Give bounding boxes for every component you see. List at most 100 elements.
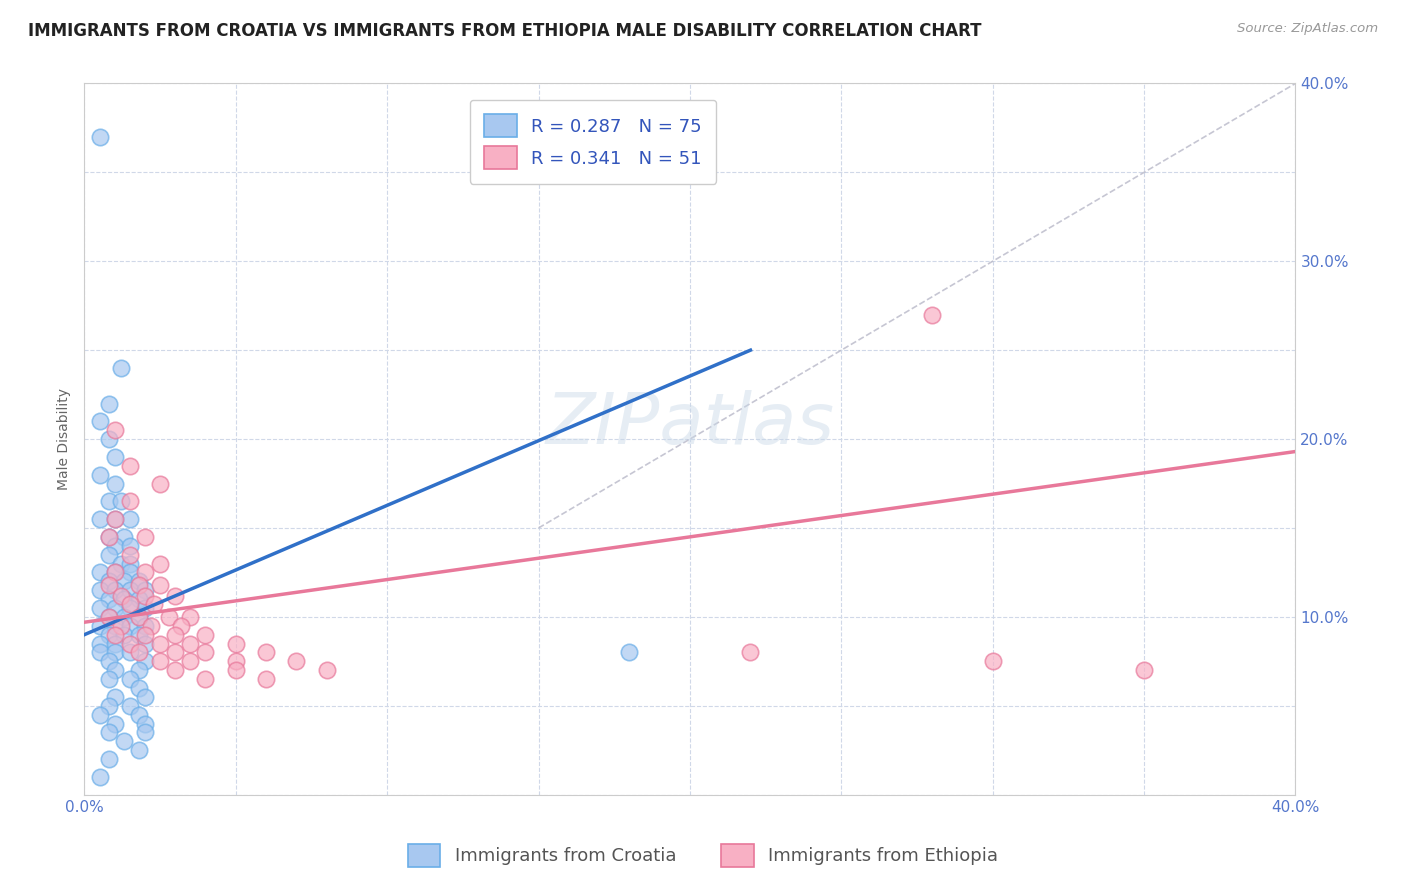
Point	[139, 619, 162, 633]
Point	[118, 698, 141, 713]
Point	[225, 663, 247, 677]
Point	[118, 583, 141, 598]
Point	[112, 734, 135, 748]
Point	[104, 539, 127, 553]
Point	[112, 530, 135, 544]
Point	[128, 610, 150, 624]
Point	[118, 636, 141, 650]
Point	[143, 598, 166, 612]
Point	[97, 578, 120, 592]
Point	[104, 716, 127, 731]
Point	[89, 467, 111, 482]
Point	[118, 539, 141, 553]
Point	[134, 628, 156, 642]
Point	[97, 432, 120, 446]
Point	[128, 574, 150, 589]
Point	[104, 636, 127, 650]
Point	[134, 690, 156, 704]
Point	[118, 566, 141, 580]
Point	[89, 129, 111, 144]
Point	[118, 645, 141, 659]
Point	[315, 663, 337, 677]
Point	[128, 743, 150, 757]
Point	[149, 654, 172, 668]
Point	[97, 530, 120, 544]
Point	[112, 592, 135, 607]
Point	[194, 672, 217, 686]
Text: Source: ZipAtlas.com: Source: ZipAtlas.com	[1237, 22, 1378, 36]
Point	[165, 628, 187, 642]
Point	[254, 672, 277, 686]
Point	[134, 589, 156, 603]
Point	[254, 645, 277, 659]
Point	[1133, 663, 1156, 677]
Point	[104, 601, 127, 615]
Point	[104, 690, 127, 704]
Point	[194, 645, 217, 659]
Point	[104, 566, 127, 580]
Point	[134, 619, 156, 633]
Legend: R = 0.287   N = 75, R = 0.341   N = 51: R = 0.287 N = 75, R = 0.341 N = 51	[470, 100, 716, 184]
Point	[134, 725, 156, 739]
Point	[97, 725, 120, 739]
Point	[134, 654, 156, 668]
Point	[89, 645, 111, 659]
Point	[981, 654, 1004, 668]
Point	[104, 663, 127, 677]
Point	[104, 512, 127, 526]
Point	[225, 636, 247, 650]
Point	[104, 645, 127, 659]
Point	[128, 578, 150, 592]
Point	[97, 628, 120, 642]
Point	[149, 557, 172, 571]
Point	[104, 566, 127, 580]
Point	[194, 628, 217, 642]
Point	[134, 601, 156, 615]
Point	[89, 770, 111, 784]
Point	[134, 583, 156, 598]
Point	[110, 589, 132, 603]
Point	[149, 476, 172, 491]
Point	[104, 476, 127, 491]
Point	[225, 654, 247, 668]
Point	[134, 530, 156, 544]
Point	[104, 583, 127, 598]
Point	[97, 698, 120, 713]
Point	[118, 458, 141, 473]
Point	[104, 450, 127, 464]
Point	[165, 645, 187, 659]
Point	[97, 396, 120, 410]
Point	[128, 681, 150, 695]
Point	[128, 610, 150, 624]
Point	[89, 619, 111, 633]
Point	[97, 610, 120, 624]
Point	[110, 619, 132, 633]
Legend: Immigrants from Croatia, Immigrants from Ethiopia: Immigrants from Croatia, Immigrants from…	[401, 837, 1005, 874]
Point	[118, 548, 141, 562]
Point	[118, 512, 141, 526]
Point	[112, 574, 135, 589]
Point	[128, 707, 150, 722]
Y-axis label: Male Disability: Male Disability	[58, 388, 72, 490]
Point	[619, 645, 641, 659]
Point	[104, 423, 127, 437]
Point	[179, 610, 201, 624]
Point	[97, 592, 120, 607]
Point	[89, 707, 111, 722]
Point	[118, 601, 141, 615]
Point	[118, 494, 141, 508]
Point	[134, 636, 156, 650]
Point	[285, 654, 308, 668]
Point	[110, 557, 132, 571]
Text: ZIPatlas: ZIPatlas	[546, 391, 834, 459]
Point	[89, 512, 111, 526]
Point	[89, 601, 111, 615]
Point	[104, 512, 127, 526]
Point	[89, 636, 111, 650]
Point	[97, 530, 120, 544]
Point	[118, 672, 141, 686]
Point	[128, 645, 150, 659]
Point	[170, 619, 193, 633]
Point	[921, 308, 943, 322]
Point	[97, 672, 120, 686]
